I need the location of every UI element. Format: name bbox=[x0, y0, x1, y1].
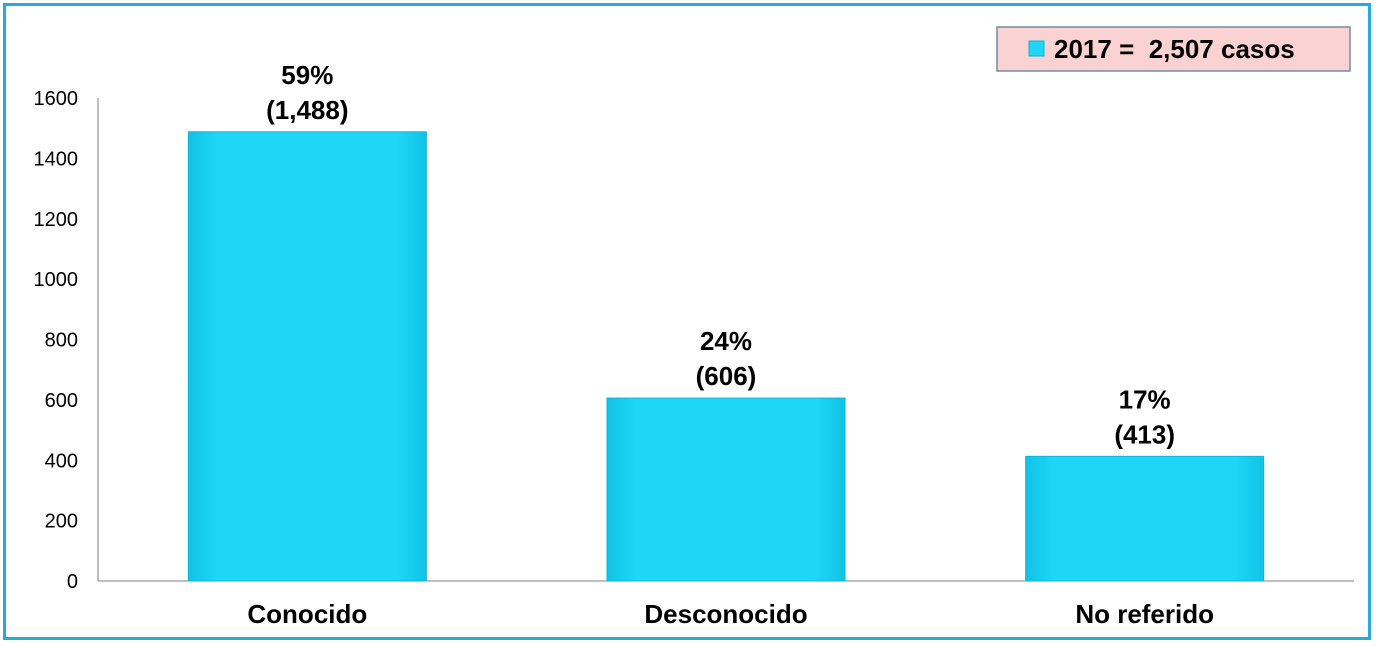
y-tick-label: 1200 bbox=[34, 209, 79, 231]
y-axis: 0 200 400 600 800 1000 1200 1400 1600 bbox=[34, 88, 99, 593]
y-tick-label: 600 bbox=[45, 390, 78, 412]
data-label-percent: 17% bbox=[1119, 384, 1171, 414]
legend-label: 2017 = 2,507 casos bbox=[1054, 34, 1295, 64]
category-label: Conocido bbox=[247, 599, 367, 629]
legend-swatch bbox=[1028, 40, 1045, 57]
y-tick-label: 400 bbox=[45, 450, 78, 472]
category-label: Desconocido bbox=[644, 599, 807, 629]
legend: 2017 = 2,507 casos bbox=[996, 26, 1351, 72]
data-labels: 59% (1,488) 24% (606) 17% (413) bbox=[266, 60, 1175, 450]
y-tick-label: 1400 bbox=[34, 148, 79, 170]
category-label: No referido bbox=[1075, 599, 1214, 629]
bar-no-referido bbox=[1025, 455, 1265, 582]
y-tick-label: 200 bbox=[45, 511, 78, 533]
bar-conocido bbox=[187, 131, 427, 582]
bars bbox=[187, 131, 1265, 582]
y-tick-label: 800 bbox=[45, 330, 78, 352]
data-label-percent: 24% bbox=[700, 326, 752, 356]
data-label-percent: 59% bbox=[281, 60, 333, 90]
data-label-count: (606) bbox=[696, 361, 757, 391]
category-labels: Conocido Desconocido No referido bbox=[247, 599, 1214, 629]
y-tick-label: 1600 bbox=[34, 88, 79, 110]
data-label-count: (1,488) bbox=[266, 95, 348, 125]
bar-desconocido bbox=[606, 397, 846, 582]
y-tick-label: 0 bbox=[67, 571, 78, 593]
data-label-count: (413) bbox=[1114, 419, 1175, 449]
y-tick-labels: 0 200 400 600 800 1000 1200 1400 1600 bbox=[34, 88, 79, 593]
y-tick-label: 1000 bbox=[34, 269, 79, 291]
legend-box bbox=[996, 26, 1351, 72]
